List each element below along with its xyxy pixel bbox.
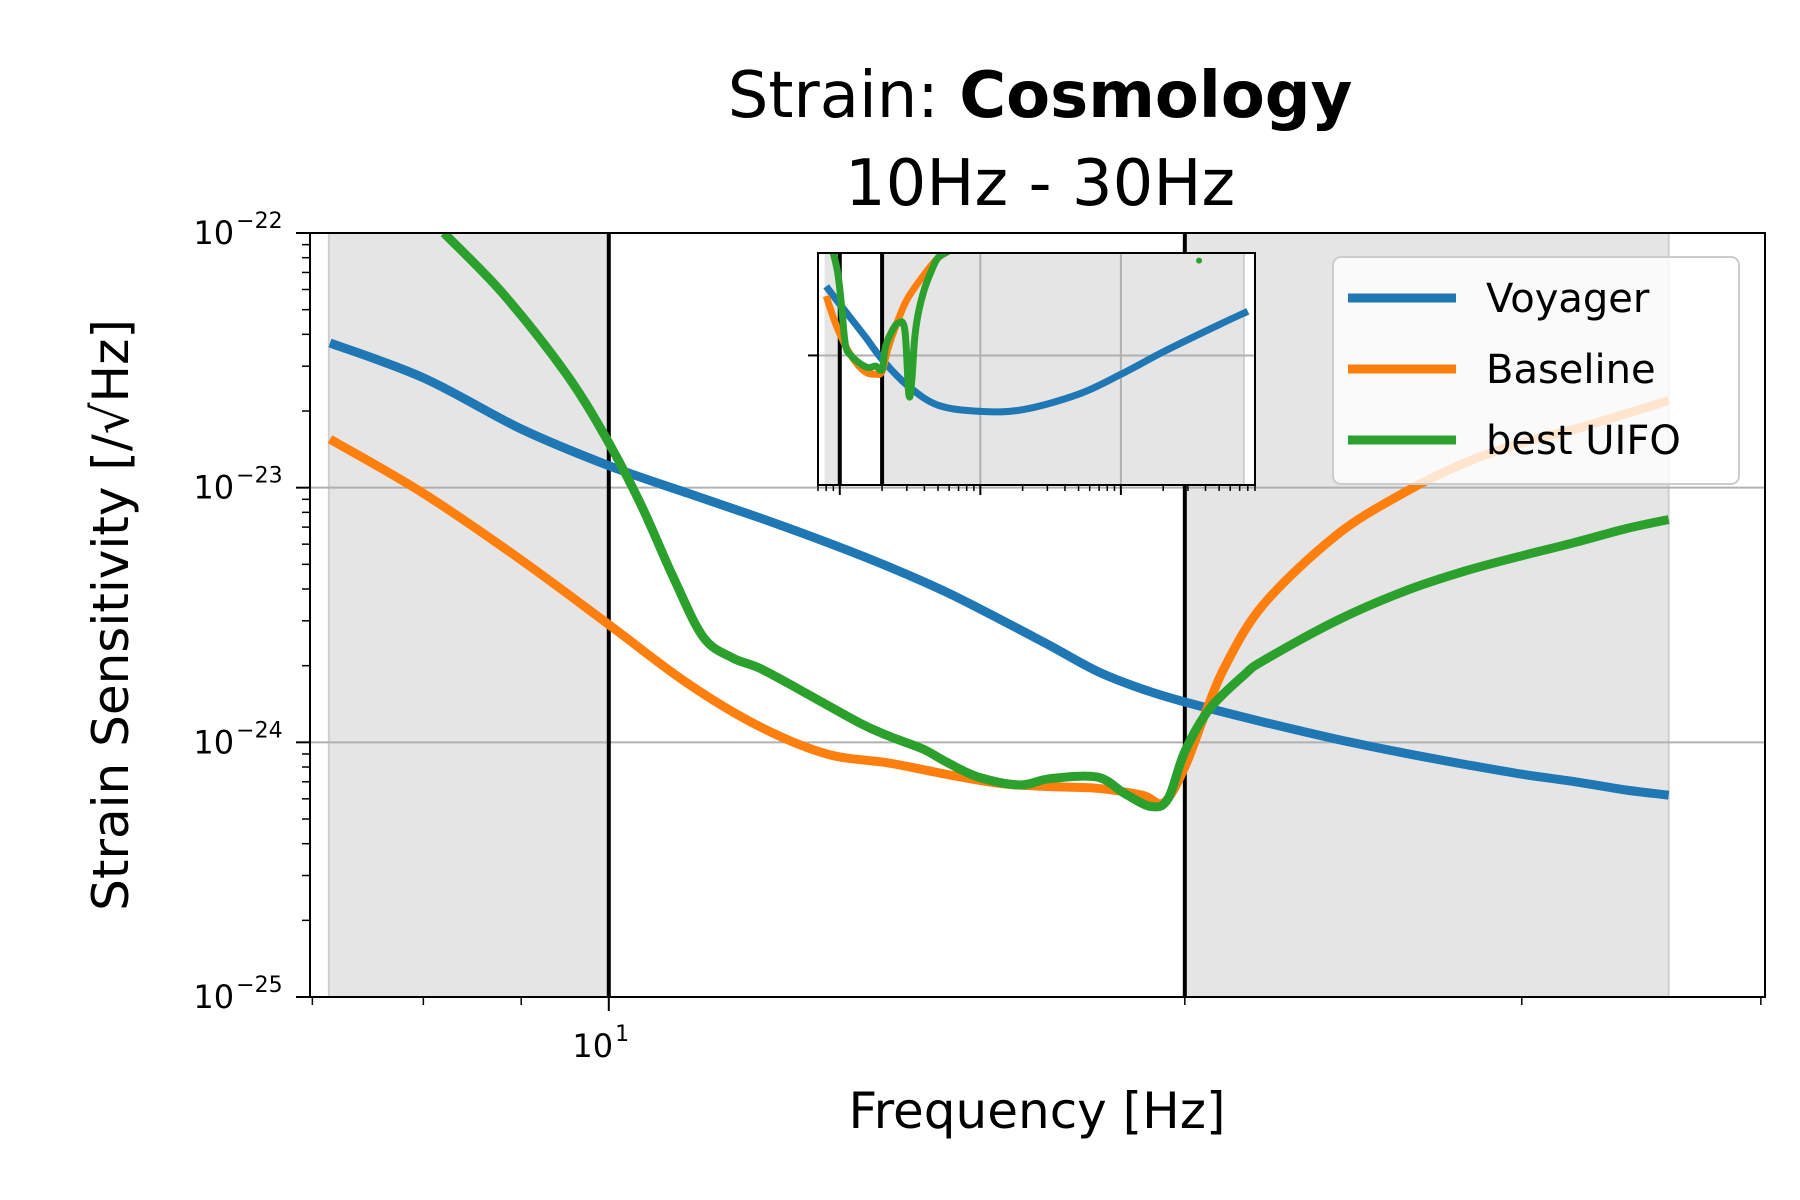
y-tick-label-0: 10−22 bbox=[193, 209, 282, 252]
legend-label-best-uifo: best UIFO bbox=[1486, 418, 1681, 464]
inset-series-line-voyager bbox=[823, 284, 1250, 416]
inset-ticks bbox=[808, 354, 1256, 495]
y-tick-label-2: 10−24 bbox=[193, 718, 282, 761]
chart-title-bold: Cosmology bbox=[959, 59, 1352, 133]
legend-item-voyager: Voyager bbox=[1348, 276, 1650, 322]
x-tick-exponent: 1 bbox=[615, 1022, 629, 1047]
legend-item-baseline: Baseline bbox=[1348, 347, 1656, 393]
shaded-region-0 bbox=[328, 233, 609, 997]
y-tick-base: 10 bbox=[193, 214, 234, 252]
y-tick-base: 10 bbox=[193, 469, 234, 507]
y-minor-ticks bbox=[296, 232, 310, 998]
y-axis-label: Strain Sensitivity [/√Hz] bbox=[82, 319, 140, 911]
inset-shaded-region-1 bbox=[882, 253, 1244, 485]
y-tick-label-1: 10−23 bbox=[193, 464, 282, 507]
inset-series-lines bbox=[822, 253, 1250, 416]
legend-item-best-uifo: best UIFO bbox=[1348, 418, 1681, 464]
series-line-voyager bbox=[328, 338, 1670, 800]
x-tick-label-0: 101 bbox=[572, 1022, 629, 1065]
plot-frame bbox=[309, 232, 1766, 998]
legend-box bbox=[1332, 256, 1740, 485]
legend-label-voyager: Voyager bbox=[1486, 276, 1650, 322]
inset-frame bbox=[817, 252, 1256, 486]
y-tick-base: 10 bbox=[193, 723, 234, 761]
chart-subtitle: 10Hz - 30Hz bbox=[845, 147, 1235, 221]
legend-label-baseline: Baseline bbox=[1486, 347, 1656, 393]
inset-series-fragment bbox=[1196, 257, 1203, 264]
x-tick-labels: 101 bbox=[572, 1022, 629, 1065]
y-tick-exponent: −25 bbox=[236, 973, 282, 998]
legend: Voyager Baseline best UIFO bbox=[1332, 256, 1740, 485]
series-line-best-uifo bbox=[440, 233, 1670, 812]
x-tick-base: 10 bbox=[572, 1027, 613, 1065]
inset-plot bbox=[808, 252, 1256, 495]
inset-series-line-best-uifo bbox=[829, 253, 952, 401]
y-tick-base: 10 bbox=[193, 978, 234, 1016]
chart-title-prefix: Strain: bbox=[728, 59, 960, 133]
y-tick-exponent: −23 bbox=[236, 464, 282, 489]
x-minor-ticks bbox=[311, 997, 1762, 1011]
chart-title: Strain: Cosmology bbox=[728, 59, 1353, 133]
y-tick-exponent: −24 bbox=[236, 718, 282, 743]
y-tick-label-3: 10−25 bbox=[193, 973, 282, 1016]
x-axis-label: Frequency [Hz] bbox=[848, 1082, 1225, 1140]
y-tick-exponent: −22 bbox=[236, 209, 282, 234]
